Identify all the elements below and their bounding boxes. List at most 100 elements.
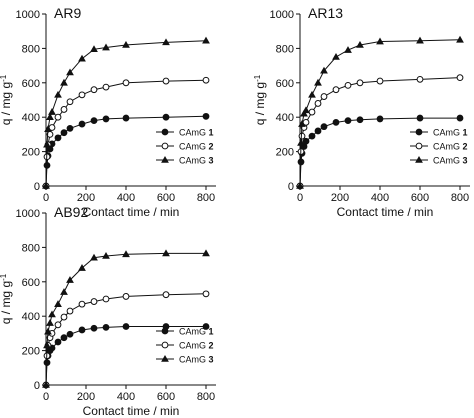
data-point [314,100,322,107]
y-tick-label: 800 [22,43,40,55]
data-point [48,108,56,115]
legend-series-number: 3 [209,355,214,365]
data-point [66,98,74,106]
y-axis-label-text: q / mg g [0,82,13,125]
data-point [122,293,130,300]
legend-series-number: 1 [209,327,214,337]
data-point [42,380,50,388]
data-point [356,79,364,87]
legend-series-name: CAmG [179,156,206,166]
data-point [202,290,210,298]
legend-entry: CAmG 1 [179,327,214,337]
data-point [46,113,54,120]
x-axis-label: Contact time / min [337,205,434,219]
legend-series-number: 1 [209,128,214,138]
data-point [66,68,74,76]
data-point [43,341,51,349]
legend-series-number: 1 [463,128,468,138]
y-tick-label: 800 [22,242,40,254]
data-point [102,323,110,331]
series-line [45,252,206,386]
data-point [60,106,68,113]
legend-marker [161,341,169,349]
data-point [376,77,384,85]
data-point [90,86,98,94]
series-line [45,293,207,386]
data-point [300,109,308,117]
y-tick-label: 200 [22,346,40,358]
data-point [60,78,68,86]
data-point [344,117,352,125]
data-point [78,54,86,62]
data-point [308,90,316,98]
data-point [302,106,310,114]
data-point [320,66,328,74]
data-point [122,79,130,87]
data-point [297,138,305,146]
data-point [456,114,464,122]
y-tick-label: 400 [276,112,294,124]
data-point [332,86,340,94]
legend-entry: CAmG 3 [179,355,214,365]
data-point [308,132,316,140]
data-point [298,132,306,140]
data-point [54,300,62,307]
data-point [162,113,170,121]
series-camg-3 [42,36,210,189]
data-point [320,93,328,100]
data-point [44,327,52,335]
data-point [66,124,74,132]
legend-series-name: CAmG [179,327,206,337]
data-point [332,52,340,60]
legend-series-name: CAmG [179,142,206,152]
y-tick-label: 1000 [270,9,294,21]
legend-entry: CAmG 3 [433,156,468,166]
x-tick-label: 400 [371,192,389,204]
data-point [60,288,68,295]
legend-series-number: 3 [209,156,214,166]
data-point [43,140,51,148]
data-point [314,127,322,135]
data-point [122,250,130,258]
x-tick-label: 800 [197,192,215,204]
legend-series-number: 2 [463,142,468,152]
data-point [356,40,364,48]
x-tick-label: 0 [43,391,49,403]
data-point [54,113,62,121]
data-point [344,46,352,53]
data-point [202,249,210,257]
legend-series-name: CAmG [179,128,206,138]
legend-series-name: CAmG [179,341,206,351]
data-point [60,129,68,137]
legend-marker [415,155,423,163]
data-point [54,90,62,98]
data-point [102,295,110,303]
y-axis-label-superscript: -1 [0,74,8,82]
data-point [60,334,68,342]
legend-entry: CAmG 2 [179,341,214,351]
legend-entry: CAmG 2 [179,142,214,152]
data-point [78,120,86,128]
y-tick-label: 0 [34,181,40,193]
y-axis-label: q / mg g-1 [0,74,13,125]
chart-title: AR13 [308,5,343,21]
x-tick-label: 0 [297,192,303,204]
series-camg-3 [296,35,464,189]
legend-marker [415,128,423,136]
legend-marker [161,155,169,163]
data-point [102,115,110,123]
legend-marker [415,142,423,150]
y-tick-label: 400 [22,311,40,323]
x-tick-label: 600 [157,391,175,403]
x-tick-label: 200 [331,192,349,204]
y-tick-label: 0 [288,181,294,193]
data-point [456,35,464,43]
data-point [162,77,170,85]
y-tick-label: 200 [276,147,294,159]
series-camg-2 [42,290,210,389]
data-point [54,321,62,329]
data-point [376,37,384,45]
